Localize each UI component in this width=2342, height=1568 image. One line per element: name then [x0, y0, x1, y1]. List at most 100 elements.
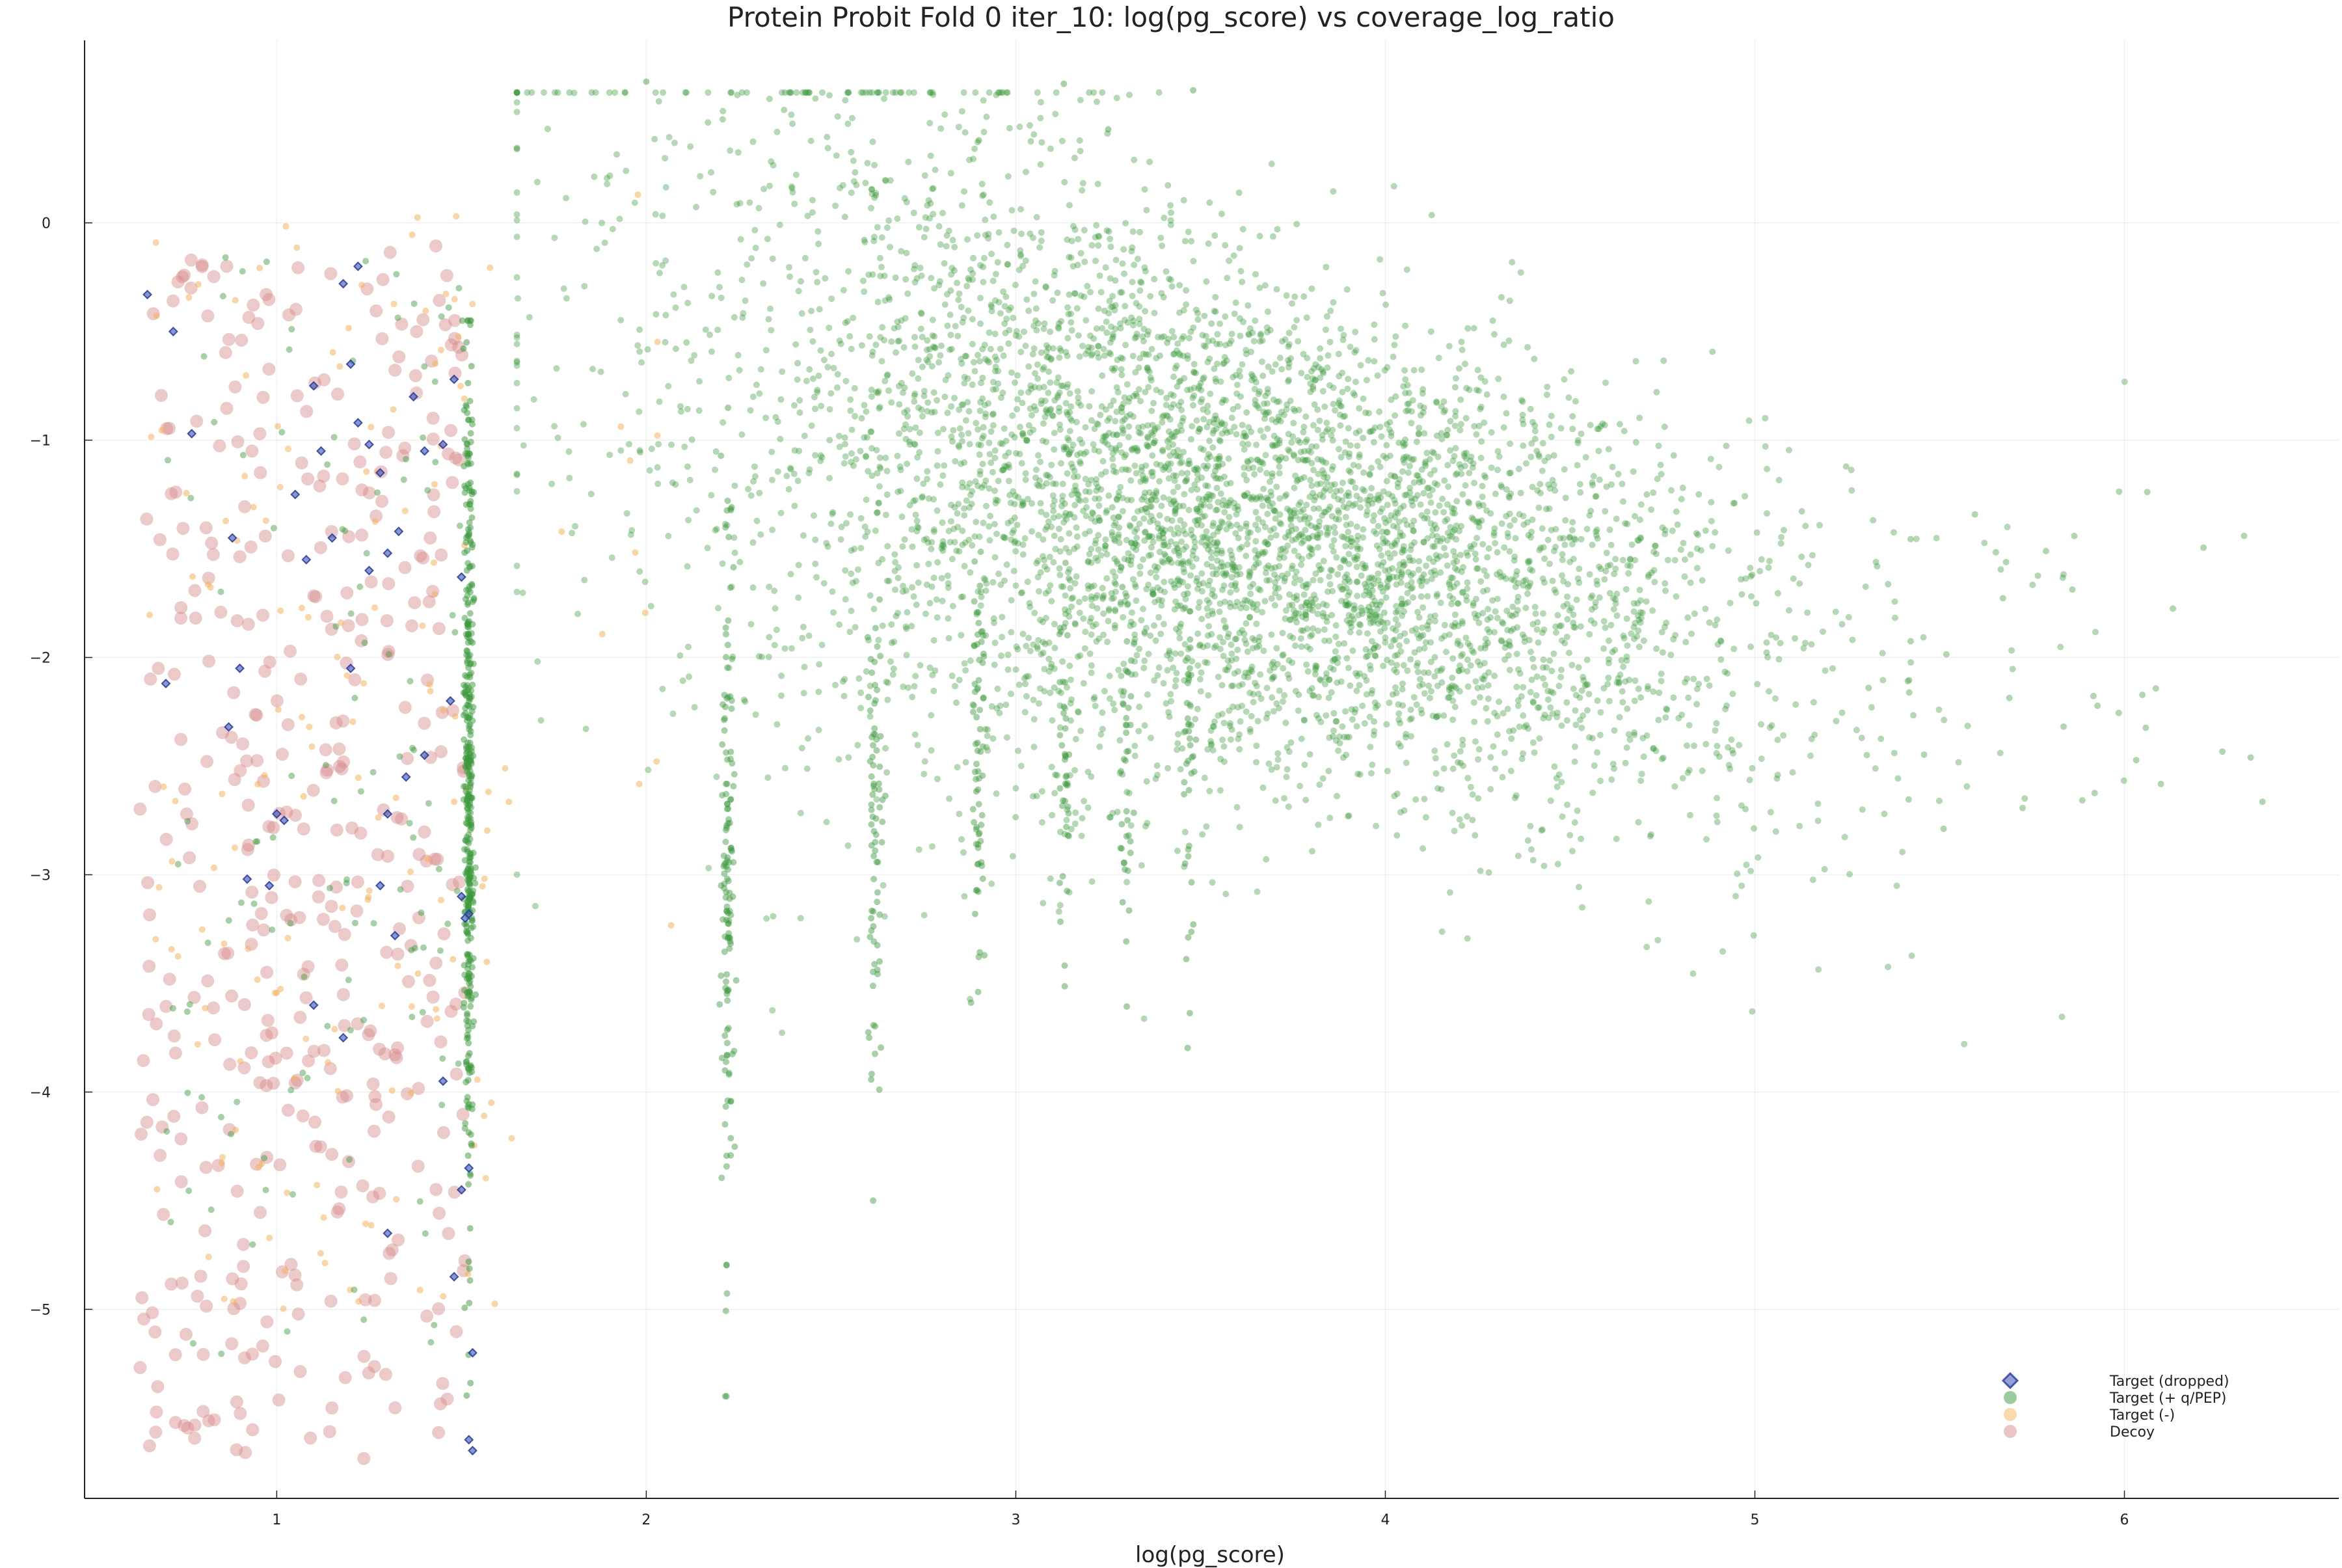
target-positive-point	[226, 917, 232, 924]
target-positive-point	[1395, 701, 1402, 708]
target-positive-point	[1083, 497, 1089, 504]
decoy-point	[135, 1291, 148, 1304]
target-positive-point	[1472, 678, 1479, 684]
target-positive-point	[1302, 413, 1309, 420]
target-positive-point	[1584, 707, 1591, 714]
target-positive-point	[1229, 331, 1235, 337]
target-negative-point	[372, 519, 379, 525]
target-positive-point	[1090, 441, 1097, 448]
target-positive-point	[999, 634, 1005, 640]
decoy-point	[348, 437, 361, 450]
target-positive-point	[1768, 809, 1774, 815]
target-positive-point	[1181, 591, 1187, 598]
target-positive-point	[1263, 715, 1270, 722]
target-positive-point	[1088, 345, 1095, 351]
target-positive-point	[871, 828, 878, 835]
target-positive-point	[1404, 267, 1410, 273]
target-positive-point	[1527, 823, 1533, 830]
target-positive-point	[724, 997, 731, 1004]
target-positive-point	[1013, 666, 1019, 673]
target-positive-point	[1051, 498, 1058, 504]
target-positive-point	[1577, 489, 1583, 496]
target-positive-point	[962, 667, 969, 673]
target-positive-point	[1408, 420, 1414, 426]
target-positive-point	[1289, 565, 1295, 572]
target-positive-point	[1429, 212, 1435, 219]
target-positive-point	[975, 684, 981, 691]
target-positive-point	[1272, 564, 1278, 571]
target-positive-point	[1709, 543, 1716, 550]
decoy-point	[312, 874, 325, 887]
target-positive-point	[1134, 652, 1140, 658]
target-positive-point	[1485, 616, 1491, 623]
target-positive-point	[1703, 836, 1710, 843]
target-positive-point	[731, 1048, 737, 1054]
target-positive-point	[1764, 640, 1770, 646]
target-positive-point	[872, 731, 878, 738]
target-positive-point	[852, 624, 859, 630]
target-positive-point	[980, 653, 987, 660]
target-positive-point	[948, 502, 954, 508]
target-positive-point	[1239, 361, 1246, 368]
target-positive-point	[1450, 766, 1457, 772]
target-positive-point	[1682, 573, 1688, 580]
target-positive-point	[1758, 721, 1764, 727]
target-positive-point	[1325, 364, 1331, 371]
decoy-point	[368, 1125, 381, 1138]
target-positive-point	[465, 416, 472, 423]
target-positive-point	[1260, 647, 1267, 654]
target-positive-point	[1124, 808, 1130, 815]
target-positive-point	[896, 338, 902, 344]
target-positive-point	[642, 578, 649, 585]
target-positive-point	[976, 707, 983, 713]
target-positive-point	[793, 172, 800, 178]
target-positive-point	[1161, 621, 1167, 627]
target-positive-point	[1075, 332, 1082, 339]
target-positive-point	[1429, 487, 1436, 493]
target-positive-point	[1284, 292, 1290, 299]
target-positive-point	[1130, 228, 1137, 235]
decoy-point	[332, 742, 345, 755]
decoy-point	[178, 269, 191, 282]
target-positive-point	[1291, 408, 1298, 414]
target-negative-point	[358, 282, 365, 288]
target-positive-point	[1145, 384, 1151, 390]
target-positive-point	[1273, 483, 1280, 490]
target-positive-point	[1717, 656, 1724, 663]
target-positive-point	[1453, 375, 1459, 382]
target-positive-point	[981, 255, 988, 262]
target-positive-point	[1520, 684, 1526, 690]
target-positive-point	[793, 89, 800, 96]
target-negative-point	[402, 507, 409, 514]
target-positive-point	[796, 397, 803, 403]
target-positive-point	[444, 921, 451, 927]
target-positive-point	[915, 580, 922, 586]
target-positive-point	[1423, 814, 1429, 820]
decoy-point	[445, 338, 458, 351]
target-positive-point	[1910, 712, 1917, 718]
target-positive-point	[1459, 339, 1465, 345]
target-positive-point	[766, 183, 773, 189]
target-positive-point	[514, 217, 520, 224]
target-positive-point	[1541, 863, 1548, 869]
target-negative-point	[250, 504, 257, 510]
target-positive-point	[792, 341, 799, 347]
target-positive-point	[1345, 665, 1352, 671]
target-negative-point	[172, 798, 179, 804]
target-positive-point	[1452, 612, 1459, 618]
target-positive-point	[1253, 379, 1259, 386]
target-positive-point	[1601, 618, 1608, 625]
decoy-point	[424, 532, 437, 545]
target-positive-point	[1434, 593, 1440, 599]
target-positive-point	[1764, 654, 1771, 660]
target-positive-point	[726, 665, 733, 671]
decoy-point	[250, 754, 263, 767]
target-positive-point	[1846, 871, 1853, 878]
target-positive-point	[1104, 639, 1110, 645]
decoy-point	[410, 325, 423, 338]
target-positive-point	[1157, 353, 1163, 359]
target-positive-point	[988, 250, 995, 257]
target-positive-point	[1446, 631, 1453, 638]
target-positive-point	[1159, 334, 1165, 340]
target-positive-point	[1135, 728, 1142, 735]
